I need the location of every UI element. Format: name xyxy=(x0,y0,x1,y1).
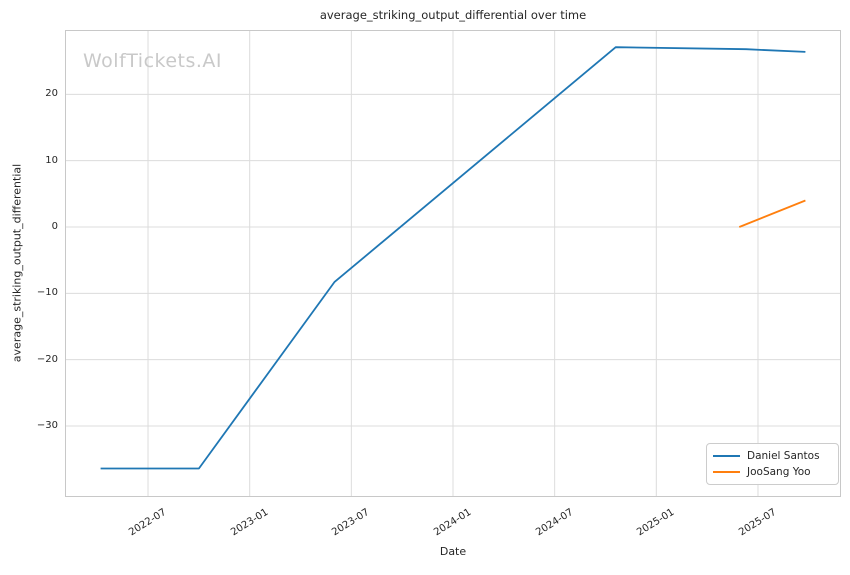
plot-canvas xyxy=(65,30,841,497)
legend-line-swatch-blue xyxy=(713,455,740,457)
legend-label: Daniel Santos xyxy=(747,450,820,462)
legend-line-swatch-orange xyxy=(713,471,740,473)
y-tick-label: 20 xyxy=(45,88,58,100)
x-axis-label: Date xyxy=(439,545,467,558)
legend: Daniel Santos JooSang Yoo xyxy=(706,443,839,485)
y-tick-label: −20 xyxy=(36,353,58,365)
series-line-daniel-santos xyxy=(100,46,806,470)
plot-area xyxy=(65,30,841,497)
legend-item-daniel-santos: Daniel Santos xyxy=(713,448,830,464)
plot-spines xyxy=(65,30,841,497)
legend-label: JooSang Yoo xyxy=(747,466,811,478)
y-tick-label: 0 xyxy=(51,221,58,233)
watermark: WolfTickets.AI xyxy=(83,50,223,72)
y-tick-label: −10 xyxy=(36,287,58,299)
y-tick-label: −30 xyxy=(36,420,58,432)
y-tick-label: 10 xyxy=(45,154,58,166)
series-line-joosang-yoo xyxy=(738,199,806,228)
chart-title: average_striking_output_differential ove… xyxy=(319,8,587,22)
y-axis-label: average_striking_output_differential xyxy=(10,163,24,363)
legend-item-joosang-yoo: JooSang Yoo xyxy=(713,464,830,480)
